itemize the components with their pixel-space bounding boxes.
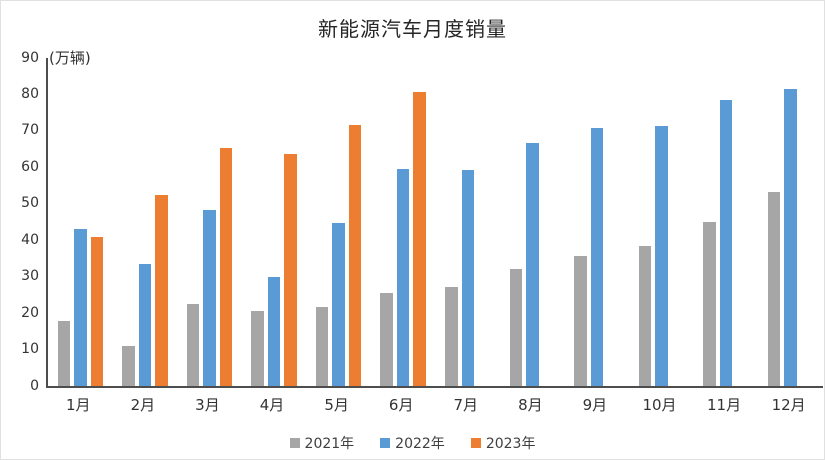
bar-2023年-4月 xyxy=(284,154,297,386)
legend-item-2021年: 2021年 xyxy=(289,433,355,453)
bar-group-11月 xyxy=(694,58,759,386)
x-axis: 1月 2月 3月 4月 5月 6月 7月 8月 9月 10月 11月 12月 xyxy=(46,394,821,415)
bar-group-6月 xyxy=(371,58,436,386)
bar-2021年-2月 xyxy=(122,346,135,386)
bar-group-3月 xyxy=(177,58,242,386)
bar-2021年-6月 xyxy=(380,292,393,386)
legend-label: 2022年 xyxy=(395,436,445,452)
bar-2022年-5月 xyxy=(332,223,345,386)
x-tick-label-8月: 8月 xyxy=(518,396,543,414)
x-tick-label-6月: 6月 xyxy=(388,396,414,414)
bar-group-1月 xyxy=(48,58,113,386)
bar-2021年-12月 xyxy=(767,192,781,386)
bar-2023年-2月 xyxy=(155,194,168,386)
legend-item-2023年: 2023年 xyxy=(470,433,536,453)
y-tick-label-60: 60 xyxy=(21,158,39,175)
bar-group-4月 xyxy=(242,58,307,386)
y-tick-label-0: 0 xyxy=(30,377,39,394)
bar-2022年-7月 xyxy=(461,169,474,386)
bar-group-12月 xyxy=(758,58,823,386)
y-tick-label-30: 30 xyxy=(21,268,39,285)
legend-swatch-icon xyxy=(470,438,481,448)
y-tick-label-90: 90 xyxy=(21,49,39,66)
bar-2021年-11月 xyxy=(703,222,716,386)
bar-2022年-6月 xyxy=(396,168,410,386)
x-tick-label-9月: 9月 xyxy=(582,396,608,414)
legend-swatch-icon xyxy=(289,438,300,448)
x-tick-label-7月: 7月 xyxy=(453,396,479,414)
y-axis-unit-label: (万辆) xyxy=(49,49,91,67)
y-tick-label-80: 80 xyxy=(21,85,39,102)
bar-2021年-5月 xyxy=(315,306,329,386)
y-tick-label-20: 20 xyxy=(21,304,39,321)
bar-2021年-8月 xyxy=(509,269,523,386)
bar-2023年-3月 xyxy=(219,148,233,386)
bar-2021年-9月 xyxy=(574,255,587,386)
y-tick-label-70: 70 xyxy=(21,122,39,139)
bar-2022年-8月 xyxy=(526,143,539,386)
y-tick-label-50: 50 xyxy=(21,195,39,212)
bar-2023年-6月 xyxy=(413,92,426,386)
bar-group-5月 xyxy=(306,58,371,386)
plot-area xyxy=(46,58,823,388)
bar-group-9月 xyxy=(565,58,630,386)
bar-2022年-12月 xyxy=(784,89,797,386)
bar-2022年-1月 xyxy=(74,228,87,386)
legend-label: 2023年 xyxy=(485,436,536,452)
y-axis: 0 10 20 30 40 50 60 70 80 90 xyxy=(1,50,39,394)
legend-swatch-icon xyxy=(380,438,391,448)
bar-2022年-3月 xyxy=(203,209,216,386)
legend-item-2022年: 2022年 xyxy=(380,433,445,453)
bar-2022年-2月 xyxy=(138,264,152,386)
bar-2021年-1月 xyxy=(57,320,71,386)
bar-group-10月 xyxy=(629,58,694,386)
bar-group-7月 xyxy=(435,58,500,386)
x-tick-label-1月: 1月 xyxy=(66,396,91,414)
x-tick-label-4月: 4月 xyxy=(259,396,285,414)
x-tick-label-3月: 3月 xyxy=(195,396,220,414)
bar-2021年-10月 xyxy=(638,246,652,386)
chart-title: 新能源汽车月度销量 xyxy=(318,17,507,41)
bar-2022年-11月 xyxy=(719,99,733,386)
bar-2022年-10月 xyxy=(655,125,668,386)
bar-2022年-4月 xyxy=(267,277,281,386)
x-tick-label-5月: 5月 xyxy=(324,396,349,414)
bar-2021年-4月 xyxy=(251,310,264,386)
x-tick-label-2月: 2月 xyxy=(130,396,156,414)
x-tick-label-12月: 12月 xyxy=(771,396,806,414)
x-tick-label-10月: 10月 xyxy=(642,396,677,414)
bar-2023年-1月 xyxy=(90,237,104,386)
legend-label: 2021年 xyxy=(304,436,355,452)
x-tick-label-11月: 11月 xyxy=(707,396,742,414)
legend: 2021年 2022年 2023年 xyxy=(1,433,824,453)
bar-2022年-9月 xyxy=(590,127,604,386)
y-tick-label-10: 10 xyxy=(21,341,39,358)
y-tick-label-40: 40 xyxy=(21,231,39,248)
bar-2021年-3月 xyxy=(186,303,200,386)
bar-group-8月 xyxy=(500,58,565,386)
bar-2021年-7月 xyxy=(445,287,458,386)
bar-2023年-5月 xyxy=(348,124,362,386)
bar-group-2月 xyxy=(113,58,178,386)
